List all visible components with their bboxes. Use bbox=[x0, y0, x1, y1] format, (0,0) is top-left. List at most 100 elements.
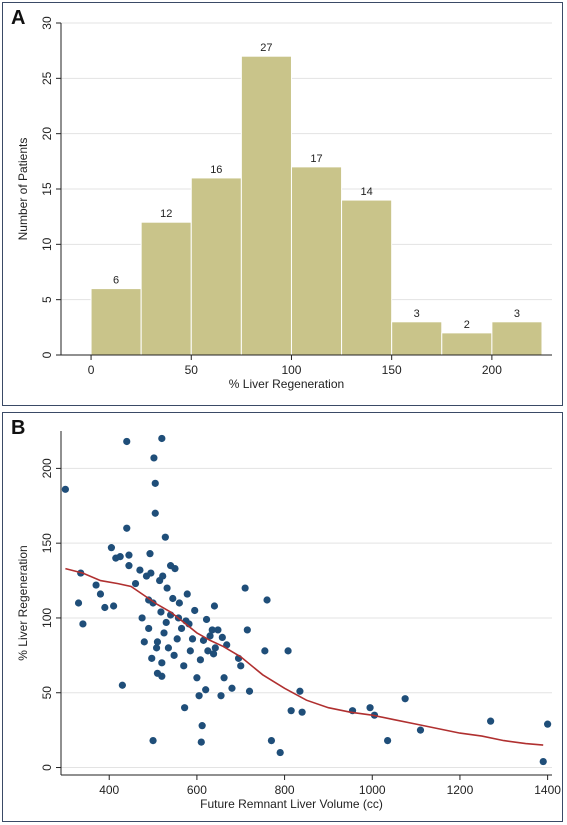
scatter-point bbox=[158, 672, 166, 680]
scatter-point bbox=[298, 708, 306, 716]
scatter-point bbox=[195, 692, 203, 700]
scatter-point bbox=[123, 524, 131, 532]
x-tick-label: 100 bbox=[281, 363, 301, 377]
scatter-point bbox=[147, 569, 155, 577]
x-tick-label: 50 bbox=[185, 363, 199, 377]
y-tick-label: 20 bbox=[40, 127, 54, 141]
scatter-point bbox=[125, 551, 133, 559]
scatter-point bbox=[61, 485, 69, 493]
scatter-point bbox=[101, 603, 109, 612]
scatter-point bbox=[220, 674, 228, 682]
scatter-point bbox=[539, 757, 547, 766]
histogram-panel: A 6 12 16 27 17 14 3 2 3 0 5 10 15 20 25 30 0 50 100 150 200… bbox=[2, 2, 563, 406]
y-tick-label: 15 bbox=[40, 182, 54, 196]
scatter-point bbox=[150, 454, 158, 462]
x-tick-label: 150 bbox=[382, 363, 402, 377]
x-tick-label: 0 bbox=[88, 363, 95, 377]
bar-value-label: 6 bbox=[113, 275, 119, 287]
bar-value-label: 3 bbox=[514, 308, 520, 320]
scatter-point bbox=[125, 562, 133, 570]
scatter-point bbox=[107, 544, 116, 552]
scatter-point bbox=[159, 572, 167, 580]
x-tick-label: 600 bbox=[187, 783, 207, 797]
scatter-point bbox=[243, 626, 251, 634]
histogram-bar bbox=[491, 321, 543, 356]
x-tick-label: 1000 bbox=[359, 783, 386, 797]
scatter-point bbox=[263, 596, 271, 604]
scatter-point bbox=[163, 584, 171, 592]
scatter-point bbox=[202, 686, 210, 694]
scatter-point bbox=[296, 687, 304, 695]
scatter-point bbox=[245, 687, 254, 695]
scatter-point bbox=[123, 437, 131, 446]
histogram-bar bbox=[341, 199, 393, 356]
histogram-bar bbox=[140, 221, 192, 356]
panel-label-a: A bbox=[11, 7, 26, 29]
scatter-point bbox=[276, 748, 284, 757]
histogram-bar bbox=[441, 332, 493, 356]
scatter-point bbox=[191, 606, 199, 615]
scatter-point bbox=[199, 636, 208, 644]
scatter-point bbox=[110, 602, 118, 610]
scatter-point bbox=[164, 644, 173, 652]
scatter-point bbox=[148, 654, 156, 662]
scatter-point bbox=[416, 726, 425, 734]
histogram-bar bbox=[240, 55, 292, 356]
x-tick-label: 200 bbox=[482, 363, 502, 377]
bar-value-label: 27 bbox=[260, 42, 272, 54]
bar-value-label: 2 bbox=[464, 319, 470, 331]
scatter-point bbox=[161, 533, 169, 541]
histogram-bar bbox=[90, 288, 142, 356]
scatter-panel: B 0 50 100 150 200 400 600 800 1000 1200 1400 Futur… bbox=[2, 412, 563, 822]
scatter-point bbox=[208, 626, 216, 634]
y-tick-label: 200 bbox=[40, 458, 54, 478]
scatter-point bbox=[171, 565, 179, 573]
y-tick-label: 5 bbox=[40, 296, 54, 303]
scatter-point bbox=[384, 737, 392, 745]
scatter-chart: 0 50 100 150 200 400 600 800 1000 1200 1400 Future … bbox=[16, 431, 561, 811]
x-tick-label: 1400 bbox=[534, 783, 561, 797]
scatter-point bbox=[284, 647, 292, 655]
bar-value-label: 14 bbox=[360, 186, 372, 198]
scatter-point bbox=[173, 635, 181, 643]
scatter-point bbox=[267, 737, 276, 745]
lowess-curve bbox=[65, 567, 544, 746]
scatter-point bbox=[196, 656, 205, 664]
scatter-point bbox=[140, 638, 148, 646]
scatter-point bbox=[261, 647, 269, 655]
scatter-point bbox=[204, 647, 212, 655]
bar-value-label: 17 bbox=[310, 153, 322, 165]
panel-label-b: B bbox=[11, 417, 26, 439]
x-axis-title: Future Remnant Liver Volume (cc) bbox=[200, 797, 383, 811]
scatter-point bbox=[146, 550, 154, 558]
scatter-point bbox=[96, 590, 105, 598]
x-axis-title: % Liver Regeneration bbox=[229, 377, 344, 391]
scatter-point bbox=[197, 738, 205, 746]
bar-value-label: 12 bbox=[160, 208, 172, 220]
scatter-point bbox=[92, 581, 100, 589]
scatter-point bbox=[193, 674, 201, 682]
scatter-point bbox=[136, 566, 144, 574]
scatter-point bbox=[152, 644, 161, 652]
scatter-point bbox=[118, 681, 126, 689]
scatter-point bbox=[162, 618, 170, 627]
scatter-point bbox=[170, 651, 178, 659]
scatter-point bbox=[202, 615, 211, 624]
scatter-point bbox=[241, 584, 249, 592]
y-tick-label: 0 bbox=[40, 351, 54, 358]
y-tick-label: 50 bbox=[40, 686, 54, 700]
scatter-point bbox=[149, 737, 157, 745]
histogram-bar bbox=[391, 321, 443, 356]
scatter-point bbox=[153, 638, 162, 646]
scatter-point bbox=[158, 659, 166, 667]
y-tick-label: 0 bbox=[40, 764, 54, 771]
bar-value-label: 3 bbox=[414, 308, 420, 320]
scatter-point bbox=[209, 650, 218, 658]
scatter-point bbox=[74, 599, 83, 607]
y-tick-label: 10 bbox=[40, 237, 54, 251]
scatter-point bbox=[181, 704, 189, 712]
scatter-point bbox=[131, 579, 140, 588]
scatter-point bbox=[237, 662, 245, 670]
scatter-point bbox=[79, 620, 87, 628]
